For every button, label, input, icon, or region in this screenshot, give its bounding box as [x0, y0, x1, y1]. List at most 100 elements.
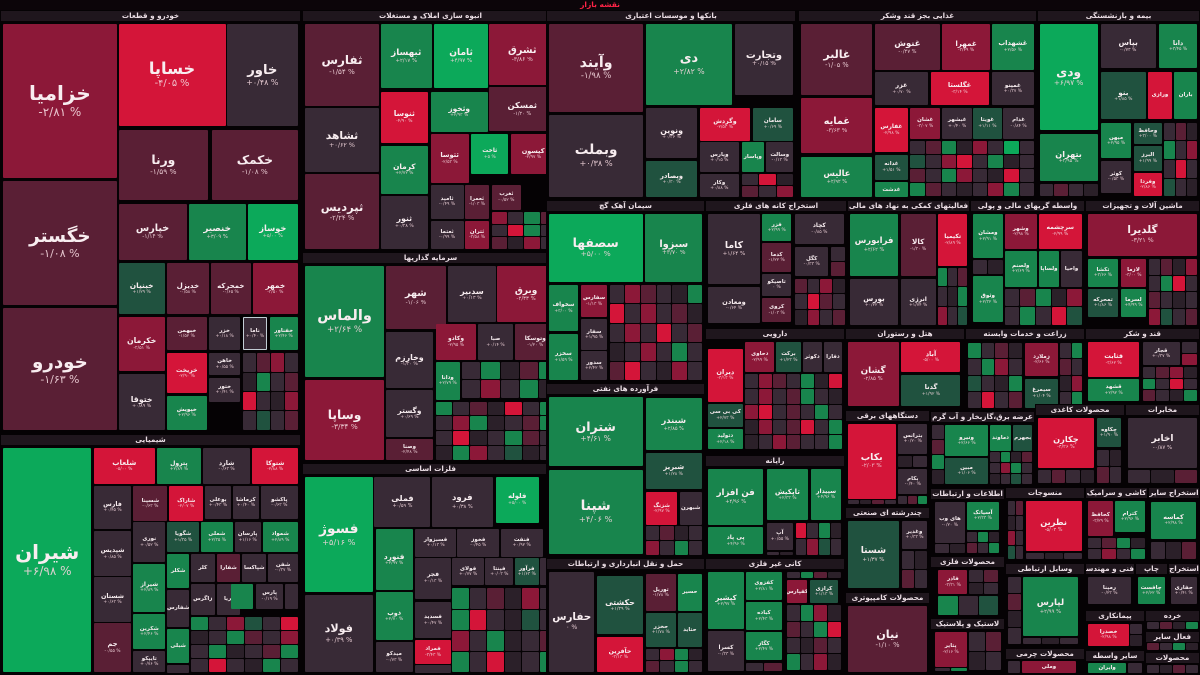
mini-tile[interactable]: [950, 544, 966, 553]
stock-tile[interactable]: ثنوسا -۴/۹۰ %: [380, 91, 428, 144]
mini-tile[interactable]: [487, 630, 504, 651]
mini-tile[interactable]: [674, 540, 689, 555]
stock-tile[interactable]: وکار +۰/۸۸ %: [699, 174, 740, 198]
stock-tile[interactable]: وبملت +۰/۳۸ %: [548, 114, 644, 198]
mini-tile[interactable]: [1182, 354, 1197, 366]
stock-tile[interactable]: برکت +۱/۲۳ %: [776, 342, 801, 372]
mini-tile[interactable]: [820, 294, 832, 310]
mini-tile[interactable]: [470, 416, 487, 431]
mini-tile[interactable]: [1170, 378, 1183, 390]
mini-tile[interactable]: [230, 583, 254, 609]
stock-tile[interactable]: تایپکو +۰/۷۶ %: [133, 651, 166, 672]
mini-tile[interactable]: [1036, 289, 1051, 307]
stock-tile[interactable]: وملی: [1021, 660, 1077, 673]
stock-tile[interactable]: شهر -۱/۰۶ %: [385, 265, 446, 330]
mini-tile[interactable]: [1142, 390, 1156, 402]
stock-tile[interactable]: خریخت -۲/۹۰ %: [166, 353, 207, 394]
mini-tile[interactable]: [1172, 622, 1185, 630]
mini-tile[interactable]: [977, 531, 988, 542]
stock-tile[interactable]: غنوش -۰/۴۷ %: [874, 23, 940, 70]
stock-tile[interactable]: تاپکیش +۲/۳۳ %: [766, 468, 809, 521]
mini-tile[interactable]: [787, 435, 801, 450]
mini-tile[interactable]: [500, 362, 519, 380]
mini-tile[interactable]: [435, 431, 453, 446]
mini-tile[interactable]: [832, 310, 845, 325]
stock-tile[interactable]: حتاید: [678, 612, 702, 647]
mini-tile[interactable]: [609, 342, 625, 362]
mini-tile[interactable]: [1004, 169, 1019, 183]
mini-tile[interactable]: [1149, 309, 1161, 325]
stock-tile[interactable]: کباده +۲/۴۳ %: [746, 602, 782, 631]
stock-tile[interactable]: سیمرغ +۱/۰۴ %: [1025, 378, 1059, 408]
mini-tile[interactable]: [508, 224, 524, 237]
mini-tile[interactable]: [1156, 390, 1170, 402]
mini-tile[interactable]: [505, 431, 522, 446]
mini-tile[interactable]: [1004, 289, 1020, 307]
mini-tile[interactable]: [910, 169, 925, 183]
mini-tile[interactable]: [828, 435, 842, 450]
mini-tile[interactable]: [815, 419, 828, 435]
mini-tile[interactable]: [832, 294, 845, 310]
stock-tile[interactable]: پاکشو -۰/۶۳ %: [260, 485, 298, 520]
mini-tile[interactable]: [469, 630, 487, 651]
stock-tile[interactable]: خاهن +۰/۵۵ %: [208, 353, 241, 376]
stock-tile[interactable]: سصفها +۵/۰۰ %: [548, 213, 643, 282]
mini-tile[interactable]: [1022, 474, 1032, 484]
mini-tile[interactable]: [226, 617, 244, 630]
mini-tile[interactable]: [641, 285, 656, 304]
stock-tile[interactable]: کماسه +۲/۹۸ %: [1151, 501, 1196, 540]
mini-tile[interactable]: [1181, 541, 1196, 560]
mini-tile[interactable]: [262, 658, 280, 672]
mini-tile[interactable]: [1067, 307, 1082, 325]
mini-tile[interactable]: [672, 362, 687, 381]
stock-tile[interactable]: شبلی: [167, 629, 190, 664]
mini-tile[interactable]: [1000, 474, 1011, 484]
mini-tile[interactable]: [787, 374, 801, 389]
stock-tile[interactable]: وکادو -۲/۹۵ %: [435, 324, 477, 360]
mini-tile[interactable]: [1187, 178, 1198, 197]
mini-tile[interactable]: [1161, 292, 1173, 309]
mini-tile[interactable]: [656, 323, 672, 342]
mini-tile[interactable]: [981, 392, 995, 408]
mini-tile[interactable]: [453, 431, 470, 446]
stock-tile[interactable]: باران: [1174, 71, 1198, 120]
mini-tile[interactable]: [1156, 367, 1170, 378]
stock-tile[interactable]: دتولید +۲/۱۸ %: [708, 428, 743, 450]
mini-tile[interactable]: [1161, 309, 1173, 325]
stock-tile[interactable]: پارسان +۱/۱۶ %: [234, 522, 261, 552]
mini-tile[interactable]: [898, 455, 913, 468]
mini-tile[interactable]: [967, 342, 981, 359]
stock-tile[interactable]: توریل -۱/۷۸ %: [645, 574, 676, 611]
mini-tile[interactable]: [1087, 549, 1102, 560]
stock-tile[interactable]: شملی +۲/۳۵ %: [201, 522, 233, 552]
mini-tile[interactable]: [786, 654, 800, 670]
mini-tile[interactable]: [1130, 623, 1142, 635]
mini-tile[interactable]: [957, 155, 972, 169]
stock-tile[interactable]: پتایر -۲/۱۶ %: [934, 631, 967, 667]
mini-tile[interactable]: [759, 435, 773, 450]
stock-tile[interactable]: سخزر +۱/۵۹ %: [548, 333, 579, 381]
mini-tile[interactable]: [801, 404, 815, 419]
mini-tile[interactable]: [1067, 289, 1082, 307]
mini-tile[interactable]: [941, 141, 957, 155]
mini-tile[interactable]: [1172, 643, 1185, 651]
mini-tile[interactable]: [1004, 183, 1019, 197]
mini-tile[interactable]: [208, 658, 226, 672]
mini-tile[interactable]: [1185, 292, 1197, 309]
stock-tile[interactable]: شلعاب -۵/۰۰ %: [93, 448, 155, 484]
mini-tile[interactable]: [1102, 538, 1116, 549]
mini-tile[interactable]: [1185, 259, 1197, 275]
mini-tile[interactable]: [1007, 611, 1021, 628]
mini-tile[interactable]: [242, 411, 256, 430]
mini-tile[interactable]: [1087, 538, 1102, 549]
mini-tile[interactable]: [226, 658, 244, 672]
mini-tile[interactable]: [745, 374, 759, 389]
stock-tile[interactable]: دیران -۳/۱۳ %: [708, 349, 743, 402]
mini-tile[interactable]: [1185, 664, 1198, 673]
mini-tile[interactable]: [470, 401, 487, 416]
stock-tile[interactable]: البرز +۱/۹۹ %: [1133, 145, 1162, 171]
stock-tile[interactable]: غشهداب +۲/۵۶ %: [992, 23, 1034, 70]
mini-tile[interactable]: [910, 141, 925, 155]
mini-tile[interactable]: [795, 539, 807, 556]
mini-tile[interactable]: [1007, 530, 1015, 545]
